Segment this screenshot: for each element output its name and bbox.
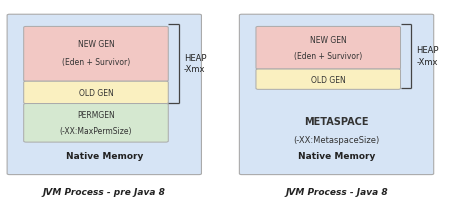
Text: (-XX:MetaspaceSize): (-XX:MetaspaceSize) [293, 135, 380, 144]
FancyBboxPatch shape [24, 104, 168, 142]
Text: (Eden + Survivor): (Eden + Survivor) [62, 58, 130, 67]
Text: Native Memory: Native Memory [298, 151, 375, 160]
Text: Native Memory: Native Memory [65, 151, 143, 160]
Text: HEAP
-Xmx: HEAP -Xmx [184, 53, 206, 74]
FancyBboxPatch shape [256, 27, 401, 70]
Text: NEW GEN: NEW GEN [310, 36, 346, 45]
FancyBboxPatch shape [24, 27, 168, 82]
Text: JVM Process - pre Java 8: JVM Process - pre Java 8 [43, 187, 166, 196]
Text: (Eden + Survivor): (Eden + Survivor) [294, 52, 362, 61]
FancyBboxPatch shape [24, 82, 168, 104]
FancyBboxPatch shape [7, 15, 201, 175]
Text: (-XX:MaxPermSize): (-XX:MaxPermSize) [60, 127, 132, 136]
FancyBboxPatch shape [256, 70, 401, 90]
Text: PERMGEN: PERMGEN [77, 111, 115, 120]
Text: OLD GEN: OLD GEN [311, 75, 346, 84]
Text: METASPACE: METASPACE [304, 116, 369, 126]
Text: JVM Process - Java 8: JVM Process - Java 8 [285, 187, 388, 196]
Text: NEW GEN: NEW GEN [78, 40, 114, 49]
FancyBboxPatch shape [239, 15, 434, 175]
Text: HEAP
-Xmx: HEAP -Xmx [416, 46, 438, 67]
Text: OLD GEN: OLD GEN [79, 88, 113, 97]
